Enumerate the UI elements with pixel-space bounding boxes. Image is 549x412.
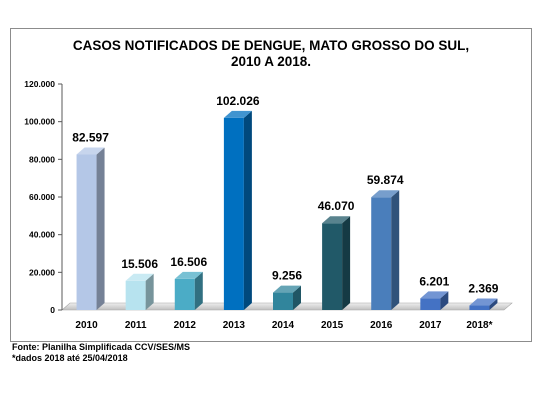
x-tick-label: 2015: [321, 320, 344, 331]
value-label: 102.026: [216, 94, 260, 108]
x-tick-label: 2018*: [466, 320, 492, 331]
x-tick-label: 2010: [75, 320, 98, 331]
y-tick-label: 40.000: [29, 230, 55, 240]
bar-side: [194, 271, 203, 310]
bar-side: [145, 273, 154, 310]
bar-front: [371, 197, 392, 310]
y-tick-label: 60.000: [29, 192, 55, 202]
y-tick-label: 0: [50, 305, 55, 315]
bar-front: [322, 223, 343, 310]
bar-front: [174, 278, 195, 310]
bar-2013: [223, 110, 252, 310]
bar-front: [125, 280, 146, 310]
y-tick-label: 20.000: [29, 267, 55, 277]
value-label: 15.506: [121, 257, 158, 271]
source-footnote: Fonte: Planilha Simplificada CCV/SES/MS: [12, 342, 191, 352]
bar-2017: [420, 291, 449, 310]
x-tick-label: 2014: [272, 320, 295, 331]
bar-side: [440, 291, 449, 310]
bar-2016: [371, 190, 400, 310]
chart-title-line-2: 2010 A 2018.: [230, 54, 312, 69]
bar-2015: [322, 216, 351, 310]
bar-front: [420, 298, 441, 310]
y-tick-label: 80.000: [29, 154, 55, 164]
x-tick-label: 2012: [174, 320, 197, 331]
bar-side: [243, 110, 252, 310]
bar-top: [420, 291, 449, 299]
chart-title-line-1: CASOS NOTIFICADOS DE DENGUE, MATO GROSSO…: [72, 38, 470, 53]
bar-top: [174, 271, 203, 279]
bar-side: [489, 298, 498, 310]
value-label: 82.597: [72, 130, 109, 144]
chart-title: CASOS NOTIFICADOS DE DENGUE, MATO GROSSO…: [10, 38, 532, 70]
bar-top: [469, 298, 498, 306]
bar-2011: [125, 273, 154, 310]
bar-side: [96, 147, 105, 310]
x-tick-label: 2011: [125, 320, 147, 331]
bar-front: [469, 305, 490, 310]
bar-2018: [469, 298, 498, 310]
bar-top: [223, 110, 252, 118]
bar-top: [273, 285, 301, 293]
bar-side: [293, 285, 301, 310]
value-label: 16.506: [170, 255, 207, 269]
bar-2012: [174, 271, 203, 310]
x-tick-label: 2013: [223, 320, 246, 331]
bar-top: [371, 190, 400, 198]
y-tick-label: 120.000: [24, 79, 55, 89]
bar-front: [223, 117, 244, 310]
y-tick-label: 100.000: [24, 117, 55, 127]
bar-top: [125, 273, 154, 281]
date-footnote: *dados 2018 até 25/04/2018: [12, 353, 128, 363]
value-label: 46.070: [318, 199, 355, 213]
value-label: 2.369: [468, 282, 498, 296]
value-label: 59.874: [367, 173, 404, 187]
bar-front: [76, 154, 97, 310]
x-tick-label: 2016: [370, 320, 393, 331]
bar-side: [391, 190, 400, 310]
value-label: 6.201: [419, 274, 449, 288]
bar-front: [273, 292, 293, 310]
x-tick-label: 2017: [419, 320, 442, 331]
bar-top: [76, 147, 105, 155]
bar-top: [322, 216, 351, 224]
bar-side: [342, 216, 351, 310]
bar-2010: [76, 147, 105, 310]
value-label: 9.256: [272, 269, 302, 283]
bar-2014: [273, 285, 301, 310]
